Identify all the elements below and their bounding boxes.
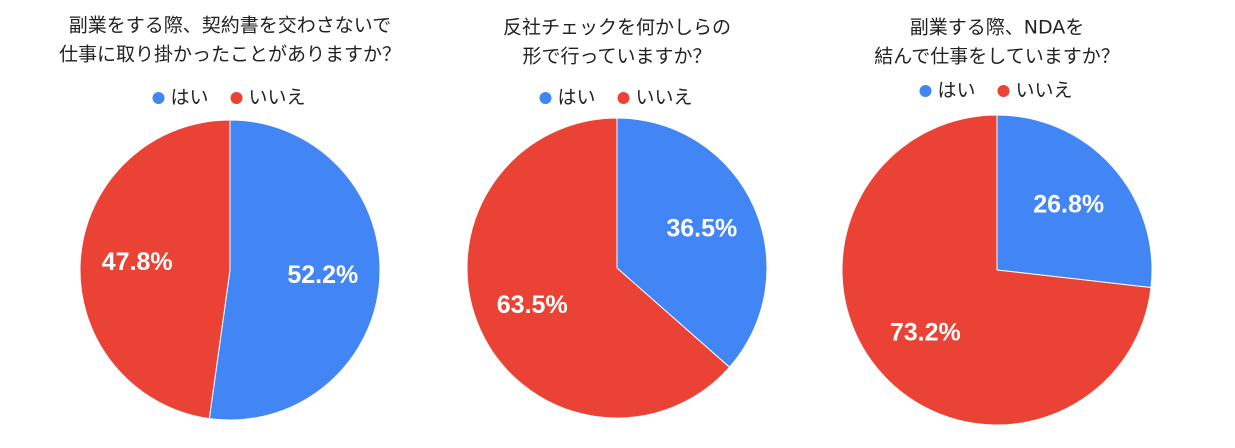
- legend-swatch: [230, 92, 243, 104]
- legend-swatch: [539, 92, 552, 104]
- legend-label: いいえ: [636, 87, 693, 109]
- legend-label: いいえ: [249, 87, 306, 109]
- legend-label: はい: [558, 87, 596, 109]
- pie-slice: [79, 119, 231, 420]
- chart-title: 副業する際、NDAを: [910, 17, 1085, 39]
- pie-slice: [208, 119, 381, 421]
- legend-label: はい: [938, 80, 976, 102]
- chart-title: 反社チェックを何かしらの: [503, 17, 731, 39]
- value-label: 47.8%: [102, 248, 173, 276]
- chart-title: 副業をする際、契約書を交わさないで: [69, 15, 391, 37]
- pie-slice: [996, 114, 1153, 289]
- legend-swatch: [919, 85, 932, 97]
- value-label: 36.5%: [666, 214, 737, 242]
- chart-title: 仕事に取り掛かったことがありますか？: [59, 44, 401, 66]
- legend-swatch: [152, 92, 165, 104]
- legend-swatch: [617, 92, 630, 104]
- value-label: 52.2%: [287, 261, 358, 289]
- legend-label: いいえ: [1016, 80, 1073, 102]
- chart-title: 形で行っていますか？: [522, 46, 711, 68]
- pie-slice: [616, 117, 768, 368]
- value-label: 63.5%: [497, 291, 568, 319]
- legend-swatch: [997, 85, 1010, 97]
- chart-title: 結んで仕事をしていますか？: [874, 46, 1119, 68]
- value-label: 73.2%: [890, 319, 961, 347]
- pie-slice: [466, 117, 731, 419]
- pie-slice: [841, 114, 1152, 426]
- legend-label: はい: [171, 87, 209, 109]
- value-label: 26.8%: [1033, 191, 1104, 219]
